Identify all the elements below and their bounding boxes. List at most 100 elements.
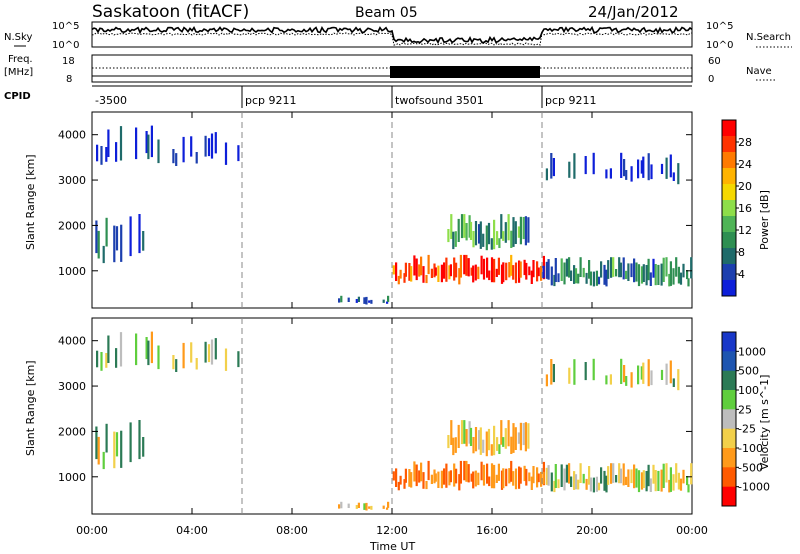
velocity-echo-cell (142, 437, 145, 457)
power-echo-cell (574, 268, 578, 284)
velocity-echo-cell (550, 359, 553, 385)
power-echo-cell (584, 156, 587, 175)
power-echo-cell (120, 224, 123, 262)
velocity-echo-cell (145, 337, 148, 360)
velocity-echo-cell (585, 478, 588, 490)
velocity-echo-cell (190, 342, 193, 363)
power-echo-cell (95, 220, 98, 254)
velocity-echo-cell (527, 423, 530, 449)
power-echo-cell (633, 258, 636, 283)
velocity-echo-cell (418, 470, 421, 483)
power-echo-cell (488, 270, 491, 281)
velocity-echo-cell (612, 463, 615, 483)
power-echo-cell (403, 273, 406, 283)
velocity-echo-cell (622, 463, 625, 486)
velocity-echo-cell (453, 463, 456, 487)
mode-boundaries (241, 112, 543, 514)
power-echo-cell (469, 221, 473, 240)
velocity-echo-cell (573, 359, 576, 385)
velocity-echo-cell (487, 428, 491, 451)
power-echo-cell (640, 160, 643, 174)
power-echo-cell (550, 266, 553, 286)
velocity-colorbar-tick-label: -1000 (738, 481, 770, 494)
velocity-echo-cell (620, 358, 623, 384)
power-echo-cell (662, 257, 665, 282)
velocity-echo-cell (690, 463, 693, 485)
power-echo-cell (415, 258, 418, 281)
power-echo-cell (512, 217, 515, 247)
power-echo-cell (518, 260, 521, 283)
velocity-echo-cell (207, 344, 211, 363)
velocity-echo-cell (448, 471, 451, 486)
power-echo-cell (449, 264, 452, 277)
power-echo-cell (607, 260, 610, 279)
velocity-echo-cell (584, 362, 587, 381)
velocity-echo-cell (440, 470, 443, 489)
velocity-echo-cell (182, 342, 185, 369)
power-echo-cell (422, 266, 425, 283)
power-echo-cell (612, 257, 615, 277)
power-echo-cell (568, 161, 571, 178)
power-echo-cell (665, 157, 668, 179)
power-echo-cell (340, 295, 343, 303)
velocity-echo-cell (525, 468, 528, 486)
power-echo-cell (589, 271, 592, 286)
velocity-colorbar-swatch (722, 390, 736, 410)
velocity-echo-cell (457, 424, 460, 448)
power-echo-cell (672, 172, 675, 181)
velocity-colorbar-tick-label: 500 (738, 365, 759, 378)
power-echo-cell (686, 270, 689, 280)
velocity-echo-cell (387, 501, 390, 508)
power-echo-cell (504, 222, 507, 243)
power-panel-frame (91, 111, 693, 309)
power-echo-cell (677, 163, 680, 185)
power-echo-cell (622, 257, 625, 280)
power-echo-cell (500, 264, 504, 284)
velocity-echo-cell (668, 479, 671, 493)
power-echo-cell (625, 170, 628, 180)
power-echo-cell (347, 297, 350, 302)
velocity-echo-cell (415, 464, 418, 487)
power-colorbar-swatch (722, 184, 736, 201)
power-echo-cell (497, 257, 500, 275)
velocity-echo-cell (338, 504, 341, 509)
velocity-echo-cell (175, 359, 178, 372)
velocity-echo-cell (386, 507, 389, 510)
velocity-echo-cell (637, 470, 641, 493)
velocity-echo-cell (660, 369, 664, 380)
power-echo-cell (397, 275, 400, 285)
power-echo-cell (463, 214, 466, 238)
velocity-echo-cell (486, 463, 489, 484)
power-echo-cell (669, 261, 672, 286)
power-colorbar-swatch (722, 168, 736, 185)
power-echo-cell (207, 138, 211, 157)
velocity-echo-cell (433, 469, 436, 484)
power-echo-cell (463, 254, 466, 275)
velocity-echo-cell (650, 370, 653, 386)
power-echo-cell (493, 258, 496, 283)
power-echo-cell (382, 299, 385, 303)
freq-tick-bottom: 8 (66, 74, 72, 85)
x-tick-label: 00:00 (676, 524, 708, 537)
cpid-segment-label: -3500 (95, 94, 127, 107)
cpid-segment-label: pcp 9211 (545, 94, 597, 107)
velocity-colorbar-tick-label: -100 (738, 442, 763, 455)
power-echo-cell (443, 262, 446, 279)
power-echo-cell (568, 257, 571, 278)
velocity-echo-cell (105, 353, 108, 368)
velocity-colorbar-swatch (722, 370, 736, 391)
velocity-echo-cell (627, 469, 630, 487)
power-echo-cell (408, 263, 411, 281)
velocity-echo-cell (150, 331, 153, 364)
power-echo-cell (536, 261, 539, 282)
power-echo-cell (600, 261, 603, 278)
noise-left-tick-top: 10^5 (52, 21, 79, 32)
velocity-echo-cell (625, 376, 628, 386)
power-echo-cell (523, 259, 526, 276)
power-colorbar-tick-label: 24 (738, 158, 752, 171)
power-echo-cell (652, 258, 655, 278)
velocity-echo-cell (408, 469, 411, 487)
velocity-echo-cell (472, 471, 475, 489)
power-echo-cell (554, 258, 557, 282)
power-colorbar: 28 24 20 16 12 8 4 (721, 119, 752, 297)
